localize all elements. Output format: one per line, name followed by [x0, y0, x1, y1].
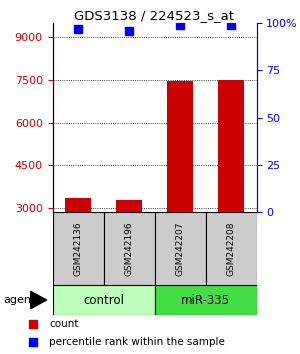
Text: count: count — [49, 319, 79, 329]
Bar — [218, 80, 244, 212]
Text: GSM242196: GSM242196 — [124, 221, 134, 276]
Text: GSM242136: GSM242136 — [74, 221, 82, 276]
Point — [127, 28, 131, 33]
Point — [31, 321, 35, 327]
Bar — [154, 285, 256, 315]
Bar — [103, 212, 154, 285]
Text: percentile rank within the sample: percentile rank within the sample — [49, 337, 225, 347]
Text: miR-335: miR-335 — [181, 293, 230, 307]
Text: agent: agent — [3, 295, 35, 305]
Bar — [65, 198, 91, 212]
Polygon shape — [30, 291, 46, 309]
Title: GDS3138 / 224523_s_at: GDS3138 / 224523_s_at — [74, 9, 235, 22]
Bar — [206, 212, 256, 285]
Text: control: control — [83, 293, 124, 307]
Point — [229, 22, 233, 28]
Point — [76, 26, 80, 32]
Point — [31, 339, 35, 344]
Bar — [167, 81, 193, 212]
Text: GSM242207: GSM242207 — [176, 222, 184, 276]
Point — [178, 22, 182, 28]
Bar — [52, 212, 104, 285]
Bar — [52, 285, 154, 315]
Bar — [154, 212, 206, 285]
Bar — [116, 200, 142, 212]
Text: GSM242208: GSM242208 — [226, 222, 236, 276]
